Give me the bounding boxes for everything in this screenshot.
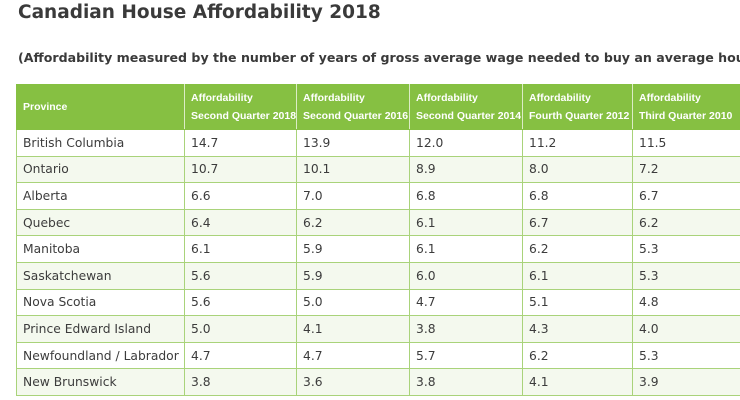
header-line1: Affordability bbox=[303, 92, 365, 104]
cell-q2-2016: 4.7 bbox=[296, 341, 410, 370]
cell-q4-2012: 4.1 bbox=[522, 368, 633, 396]
header-q2-2014: Affordability Second Quarter 2014 bbox=[409, 84, 523, 130]
cell-q3-2010: 4.0 bbox=[632, 315, 740, 343]
header-q3-2010: Affordability Third Quarter 2010 bbox=[632, 84, 740, 130]
header-line2: Third Quarter 2010 bbox=[639, 110, 733, 122]
page-title: Canadian House Affordability 2018 bbox=[18, 2, 381, 23]
cell-province: Ontario bbox=[16, 155, 185, 184]
cell-q2-2016: 3.6 bbox=[296, 368, 410, 396]
table-row: Nova Scotia 5.6 5.0 4.7 5.1 4.8 bbox=[16, 288, 740, 317]
cell-q2-2018: 6.4 bbox=[184, 208, 297, 237]
cell-q3-2010: 11.5 bbox=[632, 129, 740, 157]
cell-q2-2018: 5.6 bbox=[184, 261, 297, 290]
header-line1: Affordability bbox=[529, 92, 591, 104]
cell-q2-2014: 12.0 bbox=[409, 129, 523, 157]
header-line1: Affordability bbox=[191, 92, 253, 104]
cell-province: Manitoba bbox=[16, 235, 185, 263]
page-subtitle: (Affordability measured by the number of… bbox=[18, 50, 740, 65]
table-header: Province Affordability Second Quarter 20… bbox=[16, 84, 740, 130]
table-row: New Brunswick 3.8 3.6 3.8 4.1 3.9 bbox=[16, 368, 740, 396]
cell-q4-2012: 5.1 bbox=[522, 288, 633, 317]
cell-q3-2010: 4.8 bbox=[632, 288, 740, 317]
cell-q2-2016: 7.0 bbox=[296, 182, 410, 210]
cell-q2-2014: 6.1 bbox=[409, 235, 523, 263]
cell-province: Prince Edward Island bbox=[16, 315, 185, 343]
header-q4-2012: Affordability Fourth Quarter 2012 bbox=[522, 84, 633, 130]
cell-q4-2012: 4.3 bbox=[522, 315, 633, 343]
cell-q3-2010: 6.2 bbox=[632, 208, 740, 237]
cell-q2-2016: 6.2 bbox=[296, 208, 410, 237]
cell-q2-2014: 6.0 bbox=[409, 261, 523, 290]
cell-q2-2018: 5.0 bbox=[184, 315, 297, 343]
cell-q2-2016: 5.9 bbox=[296, 261, 410, 290]
cell-q2-2014: 3.8 bbox=[409, 315, 523, 343]
cell-q2-2018: 6.6 bbox=[184, 182, 297, 210]
cell-q3-2010: 5.3 bbox=[632, 235, 740, 263]
cell-q2-2014: 4.7 bbox=[409, 288, 523, 317]
cell-q4-2012: 8.0 bbox=[522, 155, 633, 184]
header-line1: Affordability bbox=[416, 92, 478, 104]
cell-q2-2016: 10.1 bbox=[296, 155, 410, 184]
header-line1: Affordability bbox=[639, 92, 701, 104]
table-row: Newfoundland / Labrador 4.7 4.7 5.7 6.2 5.3 bbox=[16, 341, 740, 370]
cell-q4-2012: 6.8 bbox=[522, 182, 633, 210]
table-row: Prince Edward Island 5.0 4.1 3.8 4.3 4.0 bbox=[16, 315, 740, 343]
cell-q2-2018: 10.7 bbox=[184, 155, 297, 184]
header-province-label: Province bbox=[23, 101, 68, 113]
cell-province: Nova Scotia bbox=[16, 288, 185, 317]
cell-q2-2018: 14.7 bbox=[184, 129, 297, 157]
cell-q2-2014: 6.1 bbox=[409, 208, 523, 237]
cell-q2-2018: 4.7 bbox=[184, 341, 297, 370]
cell-q2-2014: 3.8 bbox=[409, 368, 523, 396]
cell-q2-2016: 4.1 bbox=[296, 315, 410, 343]
cell-q3-2010: 7.2 bbox=[632, 155, 740, 184]
cell-q2-2014: 6.8 bbox=[409, 182, 523, 210]
header-line2: Fourth Quarter 2012 bbox=[529, 110, 630, 122]
table-row: British Columbia 14.7 13.9 12.0 11.2 11.5 bbox=[16, 129, 740, 157]
cell-province: Alberta bbox=[16, 182, 185, 210]
cell-province: New Brunswick bbox=[16, 368, 185, 396]
cell-province: Quebec bbox=[16, 208, 185, 237]
cell-q3-2010: 6.7 bbox=[632, 182, 740, 210]
header-q2-2018: Affordability Second Quarter 2018 bbox=[184, 84, 297, 130]
header-line2: Second Quarter 2018 bbox=[191, 110, 297, 122]
cell-q2-2016: 5.0 bbox=[296, 288, 410, 317]
affordability-table: Province Affordability Second Quarter 20… bbox=[16, 84, 740, 396]
header-line2: Second Quarter 2016 bbox=[303, 110, 409, 122]
header-q2-2016: Affordability Second Quarter 2016 bbox=[296, 84, 410, 130]
cell-q2-2018: 3.8 bbox=[184, 368, 297, 396]
cell-q3-2010: 5.3 bbox=[632, 261, 740, 290]
table-row: Ontario 10.7 10.1 8.9 8.0 7.2 bbox=[16, 155, 740, 184]
cell-q2-2014: 5.7 bbox=[409, 341, 523, 370]
table-row: Saskatchewan 5.6 5.9 6.0 6.1 5.3 bbox=[16, 261, 740, 290]
header-province: Province bbox=[16, 84, 185, 130]
cell-q4-2012: 6.7 bbox=[522, 208, 633, 237]
cell-q2-2014: 8.9 bbox=[409, 155, 523, 184]
table-body: British Columbia 14.7 13.9 12.0 11.2 11.5 Onta… bbox=[16, 129, 740, 396]
cell-q4-2012: 6.2 bbox=[522, 235, 633, 263]
cell-q2-2018: 5.6 bbox=[184, 288, 297, 317]
table-header-row: Province Affordability Second Quarter 20… bbox=[16, 84, 740, 130]
cell-q2-2016: 13.9 bbox=[296, 129, 410, 157]
table-row: Manitoba 6.1 5.9 6.1 6.2 5.3 bbox=[16, 235, 740, 263]
cell-q3-2010: 3.9 bbox=[632, 368, 740, 396]
cell-q3-2010: 5.3 bbox=[632, 341, 740, 370]
cell-q2-2018: 6.1 bbox=[184, 235, 297, 263]
cell-q2-2016: 5.9 bbox=[296, 235, 410, 263]
cell-q4-2012: 6.2 bbox=[522, 341, 633, 370]
header-line2: Second Quarter 2014 bbox=[416, 110, 522, 122]
cell-q4-2012: 6.1 bbox=[522, 261, 633, 290]
table-row: Quebec 6.4 6.2 6.1 6.7 6.2 bbox=[16, 208, 740, 237]
cell-province: Saskatchewan bbox=[16, 261, 185, 290]
table-row: Alberta 6.6 7.0 6.8 6.8 6.7 bbox=[16, 182, 740, 210]
cell-province: Newfoundland / Labrador bbox=[16, 341, 185, 370]
cell-q4-2012: 11.2 bbox=[522, 129, 633, 157]
cell-province: British Columbia bbox=[16, 129, 185, 157]
